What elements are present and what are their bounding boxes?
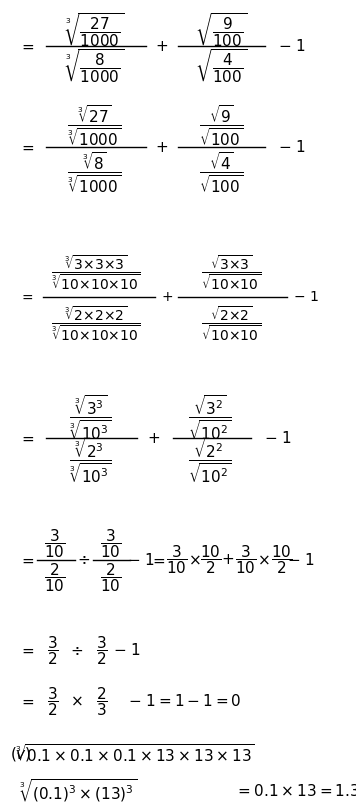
Text: $\dfrac{3}{10}$: $\dfrac{3}{10}$ (166, 544, 187, 576)
Text: $\dfrac{10}{2}$: $\dfrac{10}{2}$ (271, 544, 292, 576)
Text: $\div$: $\div$ (77, 553, 90, 567)
Text: $\dfrac{\sqrt[3]{3{\times}3{\times}3}}{\sqrt[3]{10{\times}10{\times}10}}$: $\dfrac{\sqrt[3]{3{\times}3{\times}3}}{\… (51, 253, 141, 292)
Text: $\dfrac{2}{3}$: $\dfrac{2}{3}$ (96, 685, 107, 718)
Text: $-\ 1$: $-\ 1$ (293, 290, 319, 304)
Text: $+$: $+$ (221, 553, 234, 567)
Text: $\sqrt[3]{\dfrac{8}{1000}}$: $\sqrt[3]{\dfrac{8}{1000}}$ (64, 48, 125, 85)
Text: $=$: $=$ (19, 290, 34, 304)
Text: $-\ 1$: $-\ 1$ (278, 139, 306, 155)
Text: $\dfrac{2}{10}$: $\dfrac{2}{10}$ (100, 561, 121, 594)
Text: $=$: $=$ (150, 553, 167, 567)
Text: $\dfrac{10}{2}$: $\dfrac{10}{2}$ (200, 544, 222, 576)
Text: $= 0.1 \times 13 = 1.3$: $= 0.1 \times 13 = 1.3$ (235, 783, 356, 799)
Text: $=$: $=$ (19, 140, 35, 155)
Text: $+$: $+$ (147, 431, 159, 446)
Text: $\dfrac{\sqrt[3]{2^3}}{\sqrt[3]{10^3}}$: $\dfrac{\sqrt[3]{2^3}}{\sqrt[3]{10^3}}$ (69, 437, 112, 485)
Text: $\dfrac{\sqrt{4}}{\sqrt{100}}$: $\dfrac{\sqrt{4}}{\sqrt{100}}$ (199, 150, 243, 195)
Text: $\sqrt[3]{(0.1)^3 \times (13)^3}$: $\sqrt[3]{(0.1)^3 \times (13)^3}$ (19, 777, 137, 805)
Text: $\dfrac{3}{2}$: $\dfrac{3}{2}$ (47, 634, 58, 667)
Text: $\times$: $\times$ (70, 694, 83, 709)
Text: $\times$: $\times$ (188, 553, 200, 567)
Text: $\dfrac{2}{10}$: $\dfrac{2}{10}$ (44, 561, 66, 594)
Text: $\sqrt[3]{\dfrac{27}{1000}}$: $\sqrt[3]{\dfrac{27}{1000}}$ (64, 11, 125, 49)
Text: $\dfrac{\sqrt[3]{8}}{\sqrt[3]{1000}}$: $\dfrac{\sqrt[3]{8}}{\sqrt[3]{1000}}$ (67, 150, 121, 195)
Text: $\dfrac{\sqrt{2^2}}{\sqrt{10^2}}$: $\dfrac{\sqrt{2^2}}{\sqrt{10^2}}$ (188, 437, 232, 485)
Text: $\dfrac{3}{2}$: $\dfrac{3}{2}$ (96, 634, 107, 667)
Text: $+$: $+$ (161, 290, 173, 304)
Text: $\dfrac{\sqrt[3]{3^3}}{\sqrt[3]{10^3}}$: $\dfrac{\sqrt[3]{3^3}}{\sqrt[3]{10^3}}$ (69, 393, 112, 442)
Text: $\dfrac{\sqrt{3{\times}3}}{\sqrt{10{\times}10}}$: $\dfrac{\sqrt{3{\times}3}}{\sqrt{10{\tim… (201, 253, 262, 292)
Text: $-\ 1 = 1 - 1 = 0$: $-\ 1 = 1 - 1 = 0$ (128, 693, 242, 709)
Text: $-\ 1$: $-\ 1$ (114, 642, 141, 659)
Text: $\dfrac{3}{10}$: $\dfrac{3}{10}$ (100, 527, 121, 560)
Text: $\dfrac{\sqrt{2{\times}2}}{\sqrt{10{\times}10}}$: $\dfrac{\sqrt{2{\times}2}}{\sqrt{10{\tim… (201, 304, 262, 343)
Text: $\dfrac{\sqrt{9}}{\sqrt{100}}$: $\dfrac{\sqrt{9}}{\sqrt{100}}$ (199, 103, 243, 148)
Text: $\times$: $\times$ (257, 553, 270, 567)
Text: $\dfrac{\sqrt[3]{27}}{\sqrt[3]{1000}}$: $\dfrac{\sqrt[3]{27}}{\sqrt[3]{1000}}$ (67, 103, 121, 148)
Text: $-\ 1$: $-\ 1$ (264, 430, 292, 447)
Text: $\dfrac{3}{2}$: $\dfrac{3}{2}$ (47, 685, 58, 718)
Text: $\dfrac{\sqrt[3]{2{\times}2{\times}2}}{\sqrt[3]{10{\times}10{\times}10}}$: $\dfrac{\sqrt[3]{2{\times}2{\times}2}}{\… (51, 304, 141, 343)
Text: $-\ 1$: $-\ 1$ (127, 552, 155, 568)
Text: $=$: $=$ (19, 431, 35, 446)
Text: $=$: $=$ (19, 553, 35, 567)
Text: $+$: $+$ (156, 39, 168, 53)
Text: $-\ 1$: $-\ 1$ (278, 38, 306, 54)
Text: $=$: $=$ (19, 643, 35, 658)
Text: $(v)$: $(v)$ (10, 745, 32, 763)
Text: $\sqrt{\dfrac{9}{100}}$: $\sqrt{\dfrac{9}{100}}$ (195, 11, 247, 49)
Text: $\dfrac{3}{10}$: $\dfrac{3}{10}$ (44, 527, 66, 560)
Text: $\sqrt{\dfrac{4}{100}}$: $\sqrt{\dfrac{4}{100}}$ (195, 48, 247, 85)
Text: $\div$: $\div$ (70, 643, 83, 658)
Text: $\dfrac{3}{10}$: $\dfrac{3}{10}$ (235, 544, 256, 576)
Text: $\dfrac{\sqrt{3^2}}{\sqrt{10^2}}$: $\dfrac{\sqrt{3^2}}{\sqrt{10^2}}$ (188, 393, 232, 442)
Text: $+$: $+$ (156, 140, 168, 155)
Text: $=$: $=$ (19, 39, 35, 53)
Text: $=$: $=$ (19, 694, 35, 709)
Text: $-\ 1$: $-\ 1$ (287, 552, 315, 568)
Text: $\sqrt[3]{0.1 \times 0.1 \times 0.1 \times 13 \times 13 \times 13}$: $\sqrt[3]{0.1 \times 0.1 \times 0.1 \tim… (15, 743, 255, 765)
